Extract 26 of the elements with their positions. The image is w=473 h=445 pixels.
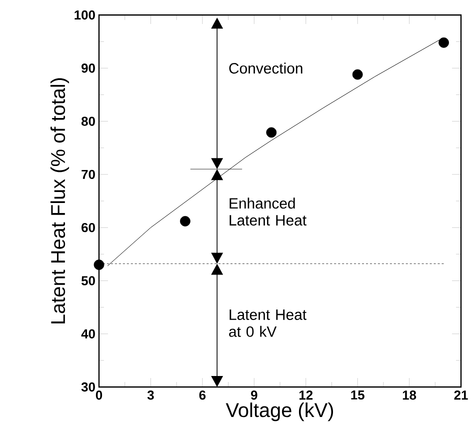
x-tick-label: 6 [199, 390, 206, 400]
point [438, 37, 449, 48]
annotation: Latent Heat at 0 kV [229, 310, 306, 337]
point [180, 216, 190, 226]
y-tick-label: 100 [74, 10, 95, 20]
x-tick-label: 12 [299, 390, 313, 400]
point [94, 260, 104, 270]
y-tick-label: 50 [81, 276, 95, 286]
x-tick-label: 9 [250, 390, 258, 400]
y-tick-label: 80 [81, 116, 95, 126]
point [266, 127, 277, 138]
point [352, 69, 363, 80]
x-tick-label: 18 [402, 390, 416, 400]
y-tick-label: 90 [82, 64, 95, 73]
x-axis-title: Voltage (kV) [226, 402, 334, 422]
y-axis-title: Latent Heat Flux (% of total) [50, 78, 70, 324]
x-tick-label: 3 [147, 390, 154, 400]
y-tick-label: 60 [82, 222, 95, 232]
y-tick-label: 30 [81, 382, 95, 392]
y-tick-label: 40 [81, 329, 95, 338]
x-tick-label: 0 [96, 390, 102, 400]
y-tick-label: 70 [82, 170, 95, 180]
x-tick-label: 21 [454, 390, 468, 400]
annotation: Convection [229, 62, 302, 74]
x-tick-label: 15 [351, 390, 364, 400]
annotation: Enhanced Latent Heat [230, 198, 306, 226]
